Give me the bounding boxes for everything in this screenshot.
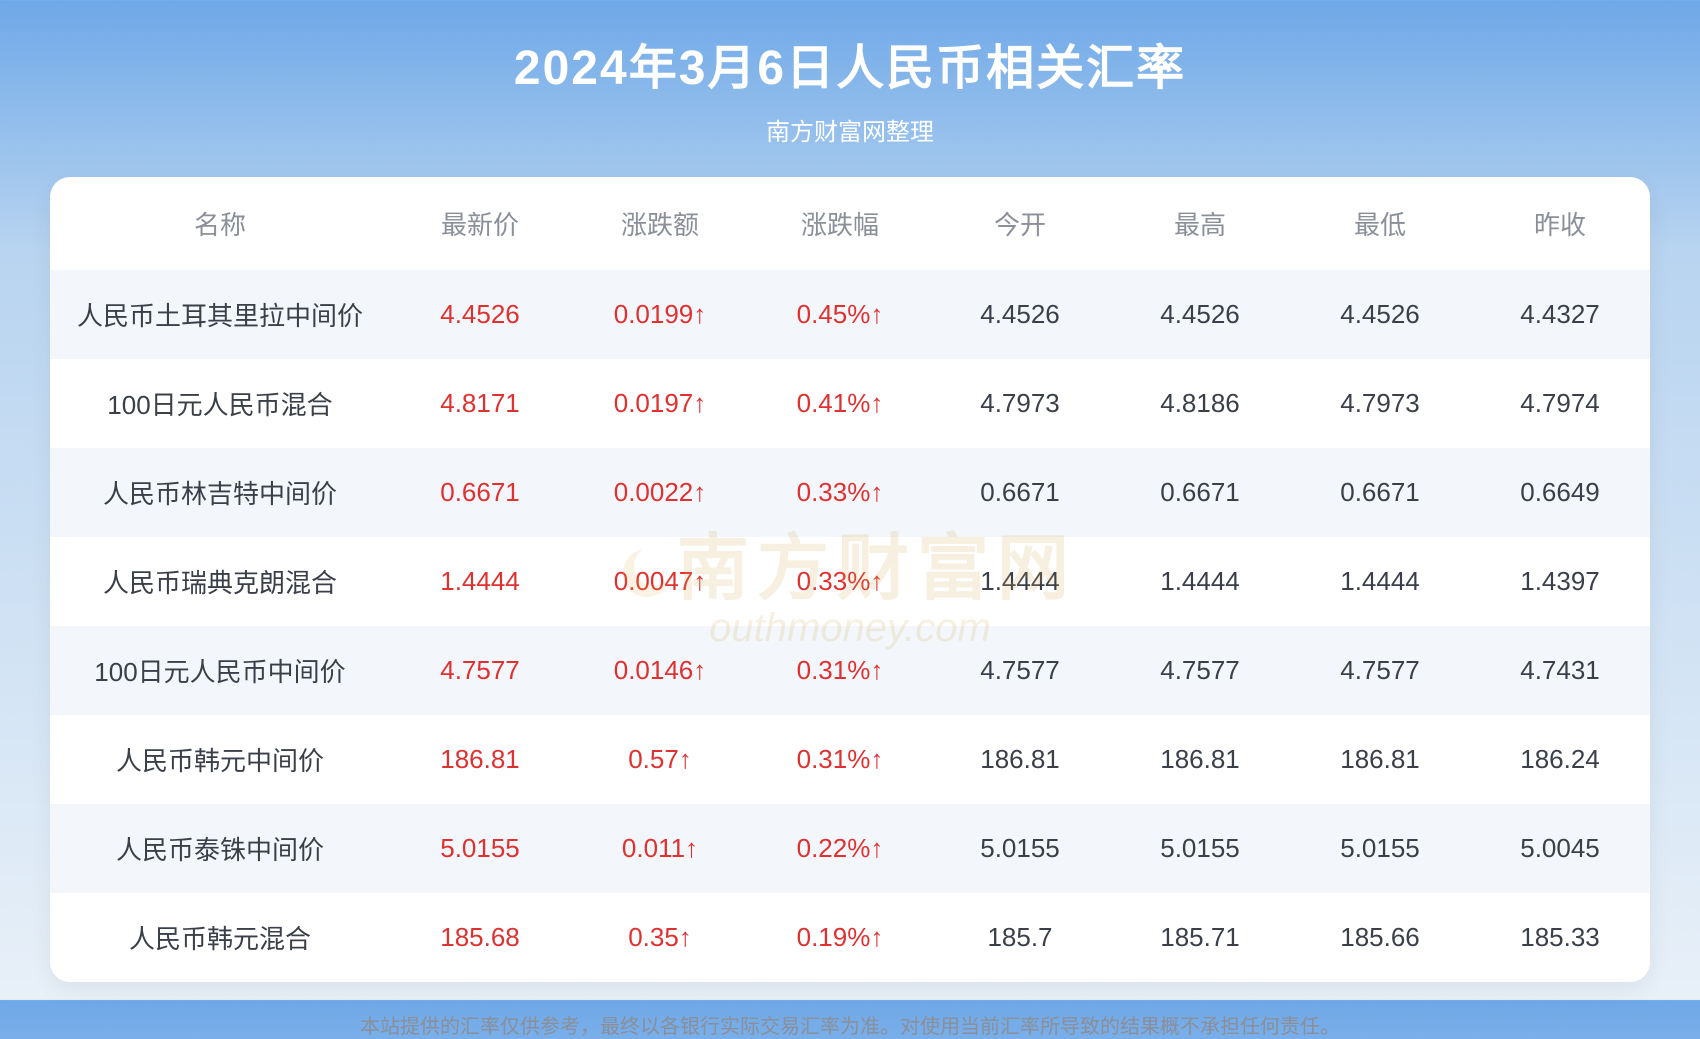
cell-latest: 186.81 xyxy=(390,715,570,804)
cell-pct: 0.33%↑ xyxy=(750,537,930,626)
cell-prev: 186.24 xyxy=(1470,715,1650,804)
cell-high: 5.0155 xyxy=(1110,804,1290,893)
cell-pct: 0.22%↑ xyxy=(750,804,930,893)
cell-change: 0.0047↑ xyxy=(570,537,750,626)
cell-low: 186.81 xyxy=(1290,715,1470,804)
cell-prev: 5.0045 xyxy=(1470,804,1650,893)
cell-high: 0.6671 xyxy=(1110,448,1290,537)
cell-change: 0.0199↑ xyxy=(570,270,750,359)
page-subtitle: 南方财富网整理 xyxy=(0,112,1700,147)
cell-low: 0.6671 xyxy=(1290,448,1470,537)
col-name: 名称 xyxy=(50,177,390,270)
cell-change: 0.57↑ xyxy=(570,715,750,804)
cell-open: 1.4444 xyxy=(930,537,1110,626)
cell-latest: 5.0155 xyxy=(390,804,570,893)
cell-prev: 4.7974 xyxy=(1470,359,1650,448)
cell-name: 人民币土耳其里拉中间价 xyxy=(50,270,390,359)
cell-low: 1.4444 xyxy=(1290,537,1470,626)
cell-name: 人民币林吉特中间价 xyxy=(50,448,390,537)
cell-name: 人民币瑞典克朗混合 xyxy=(50,537,390,626)
cell-low: 185.66 xyxy=(1290,893,1470,982)
table-row: 人民币土耳其里拉中间价4.45260.0199↑0.45%↑4.45264.45… xyxy=(50,270,1650,359)
cell-low: 5.0155 xyxy=(1290,804,1470,893)
cell-open: 185.7 xyxy=(930,893,1110,982)
disclaimer: 本站提供的汇率仅供参考，最终以各银行实际交易汇率为准。对使用当前汇率所导致的结果… xyxy=(0,1010,1700,1039)
cell-open: 186.81 xyxy=(930,715,1110,804)
cell-change: 0.0022↑ xyxy=(570,448,750,537)
cell-high: 4.8186 xyxy=(1110,359,1290,448)
col-open: 今开 xyxy=(930,177,1110,270)
cell-open: 5.0155 xyxy=(930,804,1110,893)
col-pct: 涨跌幅 xyxy=(750,177,930,270)
rate-table-container: 名称 最新价 涨跌额 涨跌幅 今开 最高 最低 昨收 人民币土耳其里拉中间价4.… xyxy=(50,177,1650,982)
table-row: 人民币林吉特中间价0.66710.0022↑0.33%↑0.66710.6671… xyxy=(50,448,1650,537)
table-row: 人民币瑞典克朗混合1.44440.0047↑0.33%↑1.44441.4444… xyxy=(50,537,1650,626)
cell-prev: 1.4397 xyxy=(1470,537,1650,626)
cell-low: 4.7973 xyxy=(1290,359,1470,448)
cell-latest: 4.8171 xyxy=(390,359,570,448)
page-title: 2024年3月6日人民币相关汇率 xyxy=(0,28,1700,98)
cell-latest: 185.68 xyxy=(390,893,570,982)
table-row: 100日元人民币混合4.81710.0197↑0.41%↑4.79734.818… xyxy=(50,359,1650,448)
header: 2024年3月6日人民币相关汇率 南方财富网整理 xyxy=(0,0,1700,147)
cell-open: 4.7973 xyxy=(930,359,1110,448)
cell-latest: 1.4444 xyxy=(390,537,570,626)
cell-high: 185.71 xyxy=(1110,893,1290,982)
cell-change: 0.011↑ xyxy=(570,804,750,893)
cell-pct: 0.31%↑ xyxy=(750,715,930,804)
cell-open: 0.6671 xyxy=(930,448,1110,537)
rate-table: 名称 最新价 涨跌额 涨跌幅 今开 最高 最低 昨收 人民币土耳其里拉中间价4.… xyxy=(50,177,1650,982)
cell-open: 4.7577 xyxy=(930,626,1110,715)
table-row: 人民币泰铢中间价5.01550.011↑0.22%↑5.01555.01555.… xyxy=(50,804,1650,893)
cell-name: 人民币韩元中间价 xyxy=(50,715,390,804)
cell-name: 人民币泰铢中间价 xyxy=(50,804,390,893)
col-low: 最低 xyxy=(1290,177,1470,270)
table-header-row: 名称 最新价 涨跌额 涨跌幅 今开 最高 最低 昨收 xyxy=(50,177,1650,270)
cell-prev: 4.4327 xyxy=(1470,270,1650,359)
cell-latest: 0.6671 xyxy=(390,448,570,537)
cell-name: 100日元人民币中间价 xyxy=(50,626,390,715)
cell-prev: 4.7431 xyxy=(1470,626,1650,715)
table-row: 人民币韩元中间价186.810.57↑0.31%↑186.81186.81186… xyxy=(50,715,1650,804)
cell-high: 1.4444 xyxy=(1110,537,1290,626)
cell-change: 0.35↑ xyxy=(570,893,750,982)
cell-open: 4.4526 xyxy=(930,270,1110,359)
cell-prev: 0.6649 xyxy=(1470,448,1650,537)
cell-low: 4.7577 xyxy=(1290,626,1470,715)
table-row: 100日元人民币中间价4.75770.0146↑0.31%↑4.75774.75… xyxy=(50,626,1650,715)
cell-prev: 185.33 xyxy=(1470,893,1650,982)
cell-pct: 0.41%↑ xyxy=(750,359,930,448)
cell-pct: 0.45%↑ xyxy=(750,270,930,359)
cell-latest: 4.7577 xyxy=(390,626,570,715)
cell-high: 186.81 xyxy=(1110,715,1290,804)
table-row: 人民币韩元混合185.680.35↑0.19%↑185.7185.71185.6… xyxy=(50,893,1650,982)
col-prev: 昨收 xyxy=(1470,177,1650,270)
cell-pct: 0.31%↑ xyxy=(750,626,930,715)
cell-pct: 0.33%↑ xyxy=(750,448,930,537)
cell-latest: 4.4526 xyxy=(390,270,570,359)
cell-name: 100日元人民币混合 xyxy=(50,359,390,448)
col-latest: 最新价 xyxy=(390,177,570,270)
cell-pct: 0.19%↑ xyxy=(750,893,930,982)
cell-high: 4.4526 xyxy=(1110,270,1290,359)
col-change: 涨跌额 xyxy=(570,177,750,270)
cell-high: 4.7577 xyxy=(1110,626,1290,715)
col-high: 最高 xyxy=(1110,177,1290,270)
cell-change: 0.0197↑ xyxy=(570,359,750,448)
cell-change: 0.0146↑ xyxy=(570,626,750,715)
cell-name: 人民币韩元混合 xyxy=(50,893,390,982)
cell-low: 4.4526 xyxy=(1290,270,1470,359)
